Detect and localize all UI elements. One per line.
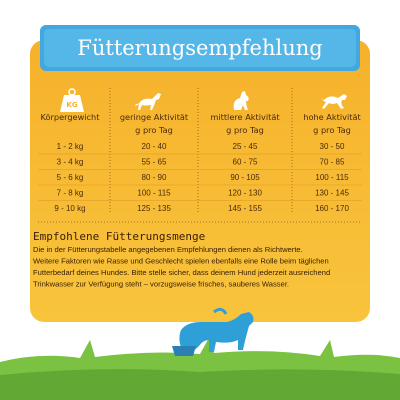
icon-label: KG [66,101,77,109]
table-cell: 7 - 8 kg [57,189,84,198]
table-cell: 90 - 105 [230,173,260,182]
table-cell: 3 - 4 kg [57,158,84,167]
table-cell: 80 - 90 [142,173,167,182]
column-unit: g pro Tag [313,125,351,135]
table-cell: 100 - 115 [137,189,171,198]
note-line: Weitere Faktoren wie Rasse und Geschlech… [33,257,329,266]
table-cell: 60 - 75 [233,158,258,167]
dog-icon-high [322,94,347,109]
banner-inner [44,29,356,67]
table-cell: 130 - 145 [315,189,349,198]
note-line: Futterbedarf deines Hundes. Bitte stelle… [33,268,330,277]
note-line: Die in der Fütterungstabelle angegebenen… [33,245,303,254]
column-unit: g pro Tag [226,125,264,135]
bowl [172,346,196,356]
table-cell: 70 - 85 [320,158,345,167]
table-cell: 125 - 135 [137,204,171,213]
table-cell: 100 - 115 [315,173,349,182]
note-title: Empfohlene Fütterungsmenge [33,230,205,243]
note: Die in der Fütterungstabelle angegebenen… [33,245,330,289]
table-cell: 30 - 50 [320,142,345,151]
table-cell: 160 - 170 [315,204,349,213]
column-header: Körpergewicht [41,112,101,122]
table-cell: 1 - 2 kg [57,142,84,151]
table-cell: 9 - 10 kg [54,204,85,213]
title: Fütterungsempfehlung [77,36,322,60]
dog-icon-low [135,93,161,110]
note-line: Trinkwasser zur Verfügung steht – vorzug… [33,280,289,289]
table-cell: 20 - 40 [142,142,167,151]
dog-icon-mid [233,91,249,110]
column-unit: g pro Tag [135,125,173,135]
table-cell: 5 - 6 kg [57,173,84,182]
table: Körpergewicht geringe Aktivität mittlere A… [38,112,362,213]
table-cell: 145 - 155 [228,204,262,213]
table-cell: 120 - 130 [228,189,262,198]
card [30,40,370,322]
dog-silhouette [179,312,254,354]
column-header: geringe Aktivität [120,112,189,122]
weight-handle [68,88,76,96]
column-header: mittlere Aktivität [210,112,280,122]
table-cell: 25 - 45 [233,142,258,151]
table-cell: 55 - 65 [142,158,167,167]
grass-front [0,369,400,400]
dog-tail [213,307,228,315]
column-header: hohe Aktivität [303,112,361,122]
weight-icon [60,95,84,112]
